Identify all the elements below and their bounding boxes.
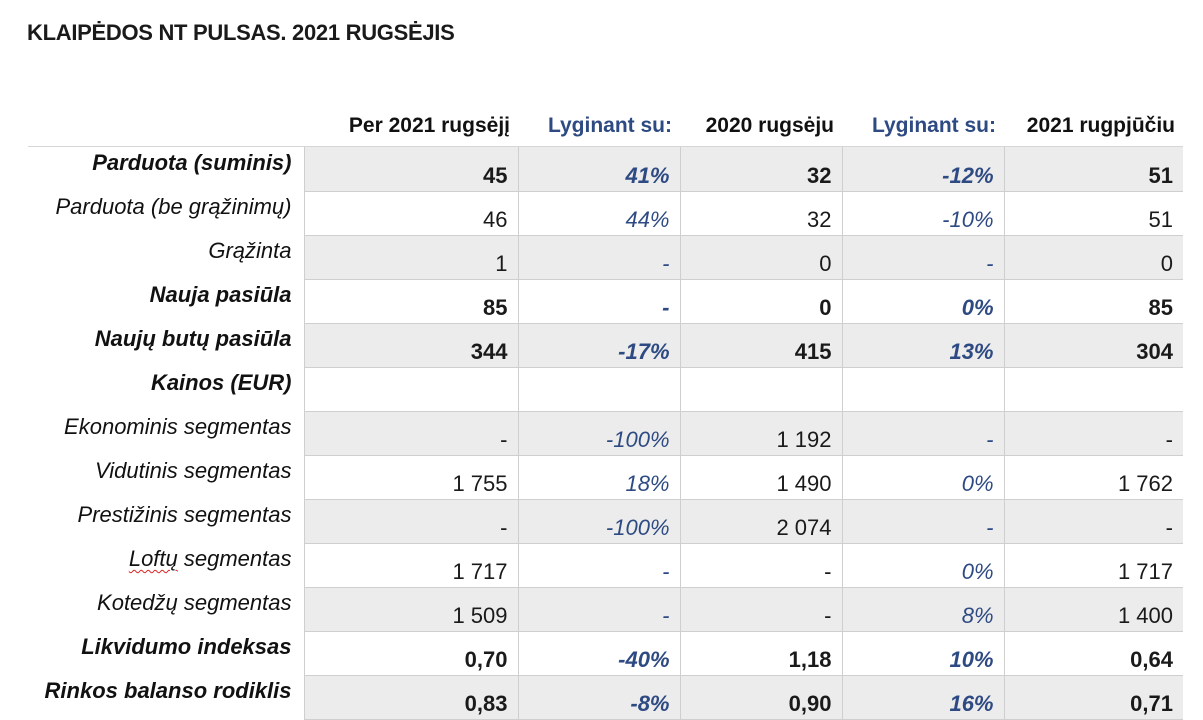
table-row: Loftų segmentas 1 717 - - 0% 1 717 [28, 543, 1183, 588]
cell-value [304, 367, 519, 412]
header-compare-year: Lyginant su: [518, 106, 680, 147]
cell-value: 0 [680, 279, 843, 324]
table-row: Nauja pasiūla 85 - 0 0% 85 [28, 279, 1183, 324]
row-label: Vidutinis segmentas [28, 455, 305, 499]
cell-change: - [518, 543, 681, 588]
cell-change: - [842, 235, 1005, 280]
cell-change: - [842, 411, 1005, 456]
cell-value: 1 509 [304, 587, 519, 632]
row-label: Kainos (EUR) [28, 367, 305, 411]
cell-value: 45 [304, 146, 519, 192]
cell-value: - [680, 543, 843, 588]
cell-value: 85 [304, 279, 519, 324]
cell-change: -10% [842, 191, 1005, 236]
cell-value: 32 [680, 146, 843, 192]
cell-value: 1 [304, 235, 519, 280]
cell-change: 0% [842, 543, 1005, 588]
cell-change: 18% [518, 455, 681, 500]
cell-change: - [518, 279, 681, 324]
table-header-row: Per 2021 rugsėjį Lyginant su: 2020 rugsė… [28, 106, 1183, 147]
row-label: Ekonominis segmentas [28, 411, 305, 455]
cell-value: 1 490 [680, 455, 843, 500]
row-label-misspelled-word: Loftų [128, 546, 178, 571]
cell-value: 0 [1004, 235, 1183, 280]
cell-value: 1 192 [680, 411, 843, 456]
row-label: Naujų butų pasiūla [28, 323, 305, 367]
cell-value: 1,18 [680, 631, 843, 676]
table-row: Ekonominis segmentas - -100% 1 192 - - [28, 411, 1183, 456]
cell-value: 344 [304, 323, 519, 368]
cell-change: -100% [518, 411, 681, 456]
header-last-month: 2021 rugpjūčiu [1004, 106, 1183, 147]
cell-value: 1 762 [1004, 455, 1183, 500]
table-row: Naujų butų pasiūla 344 -17% 415 13% 304 [28, 323, 1183, 368]
cell-value: 51 [1004, 146, 1183, 192]
cell-value: 1 400 [1004, 587, 1183, 632]
market-pulse-table: Per 2021 rugsėjį Lyginant su: 2020 rugsė… [28, 106, 1183, 720]
cell-change: 8% [842, 587, 1005, 632]
cell-value: - [680, 587, 843, 632]
cell-change: -100% [518, 499, 681, 544]
cell-value: 85 [1004, 279, 1183, 324]
cell-change: -12% [842, 146, 1005, 192]
header-last-year: 2020 rugsėju [680, 106, 842, 147]
cell-value: - [1004, 411, 1183, 456]
cell-value: 51 [1004, 191, 1183, 236]
cell-value [680, 367, 843, 412]
cell-change: 44% [518, 191, 681, 236]
table-row: Likvidumo indeksas 0,70 -40% 1,18 10% 0,… [28, 631, 1183, 676]
cell-change [842, 367, 1005, 412]
table-row: Vidutinis segmentas 1 755 18% 1 490 0% 1… [28, 455, 1183, 500]
cell-value: 1 717 [304, 543, 519, 588]
cell-value: 415 [680, 323, 843, 368]
cell-change: - [518, 235, 681, 280]
row-label: Likvidumo indeksas [28, 631, 305, 675]
cell-value [1004, 367, 1183, 412]
cell-change: - [518, 587, 681, 632]
cell-value: 46 [304, 191, 519, 236]
cell-value: - [304, 499, 519, 544]
header-compare-month: Lyginant su: [842, 106, 1004, 147]
header-current-month: Per 2021 rugsėjį [304, 106, 518, 147]
cell-change: 41% [518, 146, 681, 192]
cell-change [518, 367, 681, 412]
cell-value: 0,70 [304, 631, 519, 676]
page-title: KLAIPĖDOS NT PULSAS. 2021 RUGSĖJIS [27, 20, 455, 45]
cell-change: -17% [518, 323, 681, 368]
row-label: Grąžinta [28, 235, 305, 279]
row-label: Prestižinis segmentas [28, 499, 305, 543]
cell-change: 10% [842, 631, 1005, 676]
cell-value: - [304, 411, 519, 456]
table-row: Kainos (EUR) [28, 367, 1183, 412]
cell-change: -40% [518, 631, 681, 676]
row-label: Nauja pasiūla [28, 279, 305, 323]
table-row: Grąžinta 1 - 0 - 0 [28, 235, 1183, 280]
table-row: Kotedžų segmentas 1 509 - - 8% 1 400 [28, 587, 1183, 632]
table-row: Prestižinis segmentas - -100% 2 074 - - [28, 499, 1183, 544]
row-label: Loftų segmentas [28, 543, 305, 587]
cell-change: 0% [842, 455, 1005, 500]
cell-value: 0 [680, 235, 843, 280]
cell-value: 32 [680, 191, 843, 236]
cell-value: 304 [1004, 323, 1183, 368]
cell-change: 0% [842, 279, 1005, 324]
cell-value: 2 074 [680, 499, 843, 544]
cell-value: 0,64 [1004, 631, 1183, 676]
row-label: Kotedžų segmentas [28, 587, 305, 631]
cell-change: - [842, 499, 1005, 544]
row-label-rest: segmentas [177, 546, 292, 571]
row-label: Parduota (suminis) [28, 146, 305, 191]
table-row: Parduota (suminis) 45 41% 32 -12% 51 [28, 146, 1183, 192]
header-blank [28, 106, 304, 147]
cell-value: 1 717 [1004, 543, 1183, 588]
row-label: Parduota (be grąžinimų) [28, 191, 305, 235]
cell-value: - [1004, 499, 1183, 544]
table-row: Parduota (be grąžinimų) 46 44% 32 -10% 5… [28, 191, 1183, 236]
cell-value: 1 755 [304, 455, 519, 500]
cell-change: 13% [842, 323, 1005, 368]
